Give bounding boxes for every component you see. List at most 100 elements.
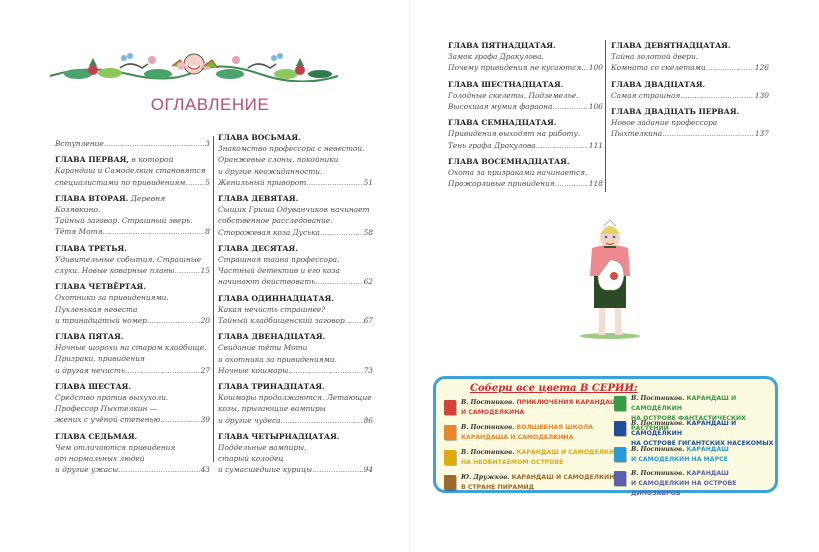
chapter-number: ГЛАВА ЧЕТЫРНАДЦАТАЯ. (218, 431, 340, 441)
book-title-part: ВОЛШЕБНАЯ ШКОЛА (514, 424, 594, 431)
dot-leader (536, 140, 588, 151)
book-icon (614, 396, 626, 411)
page-number: 86 (363, 415, 373, 425)
series-book-title: В. Постников. ПРИКЛЮЧЕНИЯ КАРАНДАША И САМ… (461, 398, 622, 418)
chapter-title-line: и сумасшедшие курицы 94 (218, 464, 373, 475)
chapter-heading: ГЛАВА ДЕВЯТАЯ. (218, 193, 373, 204)
chapter-heading: ГЛАВА ТРЕТЬЯ. (55, 243, 210, 254)
dot-leader (147, 315, 200, 326)
dot-leader (662, 128, 754, 139)
book-icon (444, 475, 456, 490)
book-title-part: НА НЕОБИТАЕМОМ ОСТРОВЕ (461, 459, 564, 466)
page-number: 94 (363, 465, 373, 475)
toc-entry: ГЛАВА ВОСЬМАЯ. Знакомство профессора с не… (218, 132, 373, 188)
chapter-heading: ГЛАВА ВОСЬМАЯ. (218, 132, 373, 143)
chapter-heading-subtitle: Деревня Козявкино. (55, 193, 166, 215)
chapter-title-text: Тётя Мотя (55, 227, 103, 237)
book-title-part: КАРАНДАШ И САМОДЕЛКИН (514, 449, 620, 456)
book-title-part: И САМОДЕЛКИН НА МАРСЕ (631, 456, 728, 463)
chapter-heading-subtitle: в которой (129, 155, 174, 165)
chapter-heading: ГЛАВА ШЕСТАЯ. (55, 381, 210, 392)
toc-entry: ГЛАВА ДВЕНАДЦАТАЯ. Свидание тёти Моти и ох… (218, 331, 373, 376)
chapter-heading: ГЛАВА СЕДЬМАЯ. (55, 431, 210, 442)
chapter-title-line: и тринадцатый номер 20 (55, 315, 210, 326)
series-book-title: В. Постников. КАРАНДАШ И САМОДЕЛКИН НА ОС… (631, 394, 775, 434)
chapter-title-text: Самая страшная (611, 90, 681, 100)
chapter-title-line: Средство против выхухоли. (55, 393, 169, 403)
chapter-number: ГЛАВА ДВЕНАДЦАТАЯ. (218, 332, 326, 342)
chapter-title-text: Почему привидения не кусаются (448, 63, 582, 73)
book-title-part: КАРАНДАШ И САМОДЕЛКИН (631, 420, 737, 437)
chapter-title-line: и другие неожиданности. (218, 166, 323, 176)
chapter-title-text: Сторожевая коза Дуська (218, 227, 320, 237)
chapter-title-line: Какая нечисть страшнее? (218, 304, 326, 314)
chapter-title-line: Оранжевые слоны, покойники (218, 155, 339, 165)
page-number: 5 (205, 177, 210, 187)
chapter-title-text: и тринадцатый номер (55, 315, 147, 325)
page-number: 27 (200, 365, 210, 375)
chapter-title-text: и другие ужасы (55, 465, 119, 475)
chapter-heading: ГЛАВА ДВЕНАДЦАТАЯ. (218, 331, 373, 342)
toc-entry: ГЛАВА ТРИНАДЦАТАЯ. Кошмары продолжаются. … (218, 381, 373, 426)
toc-entry: ГЛАВА ВОСЕМНАДЦАТАЯ. Охота за призраками … (448, 156, 603, 190)
toc-entry: ГЛАВА ПЯТАЯ. Ночные шорохи на старом клад… (55, 331, 210, 376)
dot-leader (315, 276, 362, 287)
book-author: В. Постников. (461, 424, 515, 431)
book-title-part: И САМОДЕЛКИНА (461, 409, 525, 416)
series-book-title: В. Постников. ВОЛШЕБНАЯ ШКОЛА КАРАНДАША И… (461, 423, 593, 443)
page-number: 100 (588, 63, 603, 73)
series-book-line: Ю. Дружков. КАРАНДАШ И САМОДЕЛКИН (461, 473, 614, 483)
chapter-number: ГЛАВА ВТОРАЯ. (55, 193, 129, 203)
series-book-title: В. Постников. КАРАНДАШ И САМОДЕЛКИН НА МА… (631, 445, 729, 465)
toc-entry: ГЛАВА СЕДЬМАЯ. Чем отличаются привидения о… (55, 431, 210, 476)
toc-entry: ГЛАВА СЕМНАДЦАТАЯ. Привидения выходят на … (448, 117, 603, 151)
book-author: В. Постников. (631, 420, 685, 427)
page-number: 51 (363, 177, 373, 187)
chapter-title-line: Замок графа Дракулова. (448, 52, 544, 62)
aunt-motya-illustration (580, 219, 640, 339)
series-book-title: В. Постников. КАРАНДАШ И САМОДЕЛКИН НА НЕ… (461, 448, 619, 468)
chapter-title-text: Тайный кладбищенский заговор (218, 316, 345, 326)
book-spine (409, 0, 410, 552)
dot-leader (102, 226, 204, 237)
chapter-heading: ГЛАВА ЧЕТВЁРТАЯ. (55, 281, 210, 292)
chapter-heading: ГЛАВА СЕМНАДЦАТАЯ. (448, 117, 603, 128)
dot-leader (581, 62, 588, 73)
chapter-title-line: Тень графа Дракулова 111 (448, 140, 603, 151)
chapter-title-text: специалистами по привидениям (55, 177, 186, 187)
chapter-title-line: Сторожевая коза Дуська 58 (218, 227, 373, 238)
chapter-title-line: и другие чудеса 86 (218, 415, 373, 426)
chapter-number: ГЛАВА ШЕСТАЯ. (55, 381, 132, 391)
chapter-title-line: и другие ужасы 43 (55, 464, 210, 475)
chapter-title-line: старый колодец (218, 454, 284, 464)
series-book-line: В. Постников. КАРАНДАШ (631, 445, 729, 455)
chapter-number: ГЛАВА СЕМНАДЦАТАЯ. (448, 118, 557, 128)
book-title-part: В СТРАНЕ ПИРАМИД (461, 484, 535, 491)
book-title-part: КАРАНДАШ (684, 470, 729, 477)
chapter-heading: ГЛАВА ВТОРАЯ. Деревня Козявкино. (55, 193, 210, 215)
dot-leader (174, 265, 199, 276)
chapter-number: ГЛАВА ЧЕТВЁРТАЯ. (55, 282, 146, 292)
chapter-title-text: Ночные кошмары (218, 365, 289, 375)
page-number: 43 (200, 465, 210, 475)
page-number: 137 (754, 129, 769, 139)
series-book-title: В. Постников. КАРАНДАШ И САМОДЕЛКИН НА ОС… (631, 419, 775, 449)
chapter-title-line: Голодные скелеты. Подземелье. (448, 90, 579, 100)
dot-leader (345, 315, 363, 326)
book-icon (444, 425, 456, 440)
toc-entry: ГЛАВА ШЕСТАЯ. Средство против выхухоли. Пр… (55, 381, 210, 426)
left-page: ОГЛАВЛЕНИЕ Вступление 3 ГЛАВА ПЕРВАЯ, в ко… (0, 0, 410, 552)
chapter-number: ГЛАВА ОДИННАДЦАТАЯ. (218, 293, 334, 303)
book-icon (614, 447, 626, 462)
toc-entry: ГЛАВА ПЕРВАЯ, в которой Карандаш и Самоде… (55, 154, 210, 188)
chapter-heading: ГЛАВА ТРИНАДЦАТАЯ. (218, 381, 373, 392)
chapter-title-line: Карандаш и Самоделкин становятся (55, 166, 206, 176)
chapter-title-text: жених с учёной степенью (55, 415, 161, 425)
dot-leader (281, 415, 363, 426)
chapter-title-line: Комната со скелетами 126 (611, 62, 769, 73)
toc-entry: Вступление 3 (55, 138, 210, 149)
series-title: Собери все цвета В СЕРИИ: (470, 383, 638, 394)
chapter-number: ГЛАВА СЕДЬМАЯ. (55, 431, 138, 441)
chapter-title-line: жених с учёной степенью 39 (55, 414, 210, 425)
page-number: 15 (200, 266, 210, 276)
